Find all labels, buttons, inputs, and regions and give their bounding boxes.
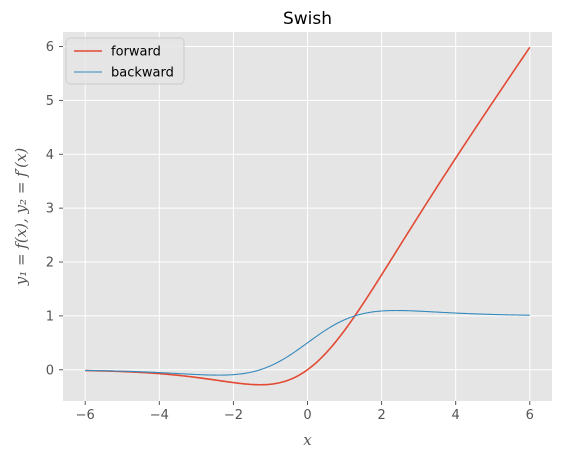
series-layer	[85, 46, 531, 386]
x-axis-label: x	[303, 431, 312, 449]
x-tick-label: 4	[452, 408, 460, 423]
grid	[63, 32, 552, 401]
chart-title: Swish	[283, 9, 332, 29]
legend-label: forward	[111, 45, 161, 60]
y-axis-label: y₁ = f(x), y₂ = f′(x)	[12, 148, 30, 287]
x-tick-label: −2	[224, 408, 243, 423]
series-line-forward	[85, 46, 531, 386]
tick-labels: −6 −4 −2 0 2 4 6 0 1 2 3 4 5 6	[46, 40, 534, 423]
x-tick-label: 0	[303, 408, 311, 423]
y-tick-label: 5	[46, 94, 54, 109]
y-tick-label: 3	[46, 202, 54, 217]
series-line-backward	[85, 309, 530, 376]
y-tick-label: 6	[46, 40, 54, 55]
x-tick-label: 6	[526, 408, 534, 423]
y-tick-label: 4	[46, 148, 54, 163]
legend-label: backward	[111, 66, 174, 81]
y-tick-label: 2	[46, 256, 54, 271]
y-tick-label: 0	[46, 363, 54, 378]
legend: forward backward	[65, 37, 185, 85]
x-tick-label: −4	[150, 408, 169, 423]
x-tick-label: 2	[377, 408, 385, 423]
x-tick-label: −6	[76, 408, 95, 423]
y-tick-label: 1	[46, 309, 54, 324]
